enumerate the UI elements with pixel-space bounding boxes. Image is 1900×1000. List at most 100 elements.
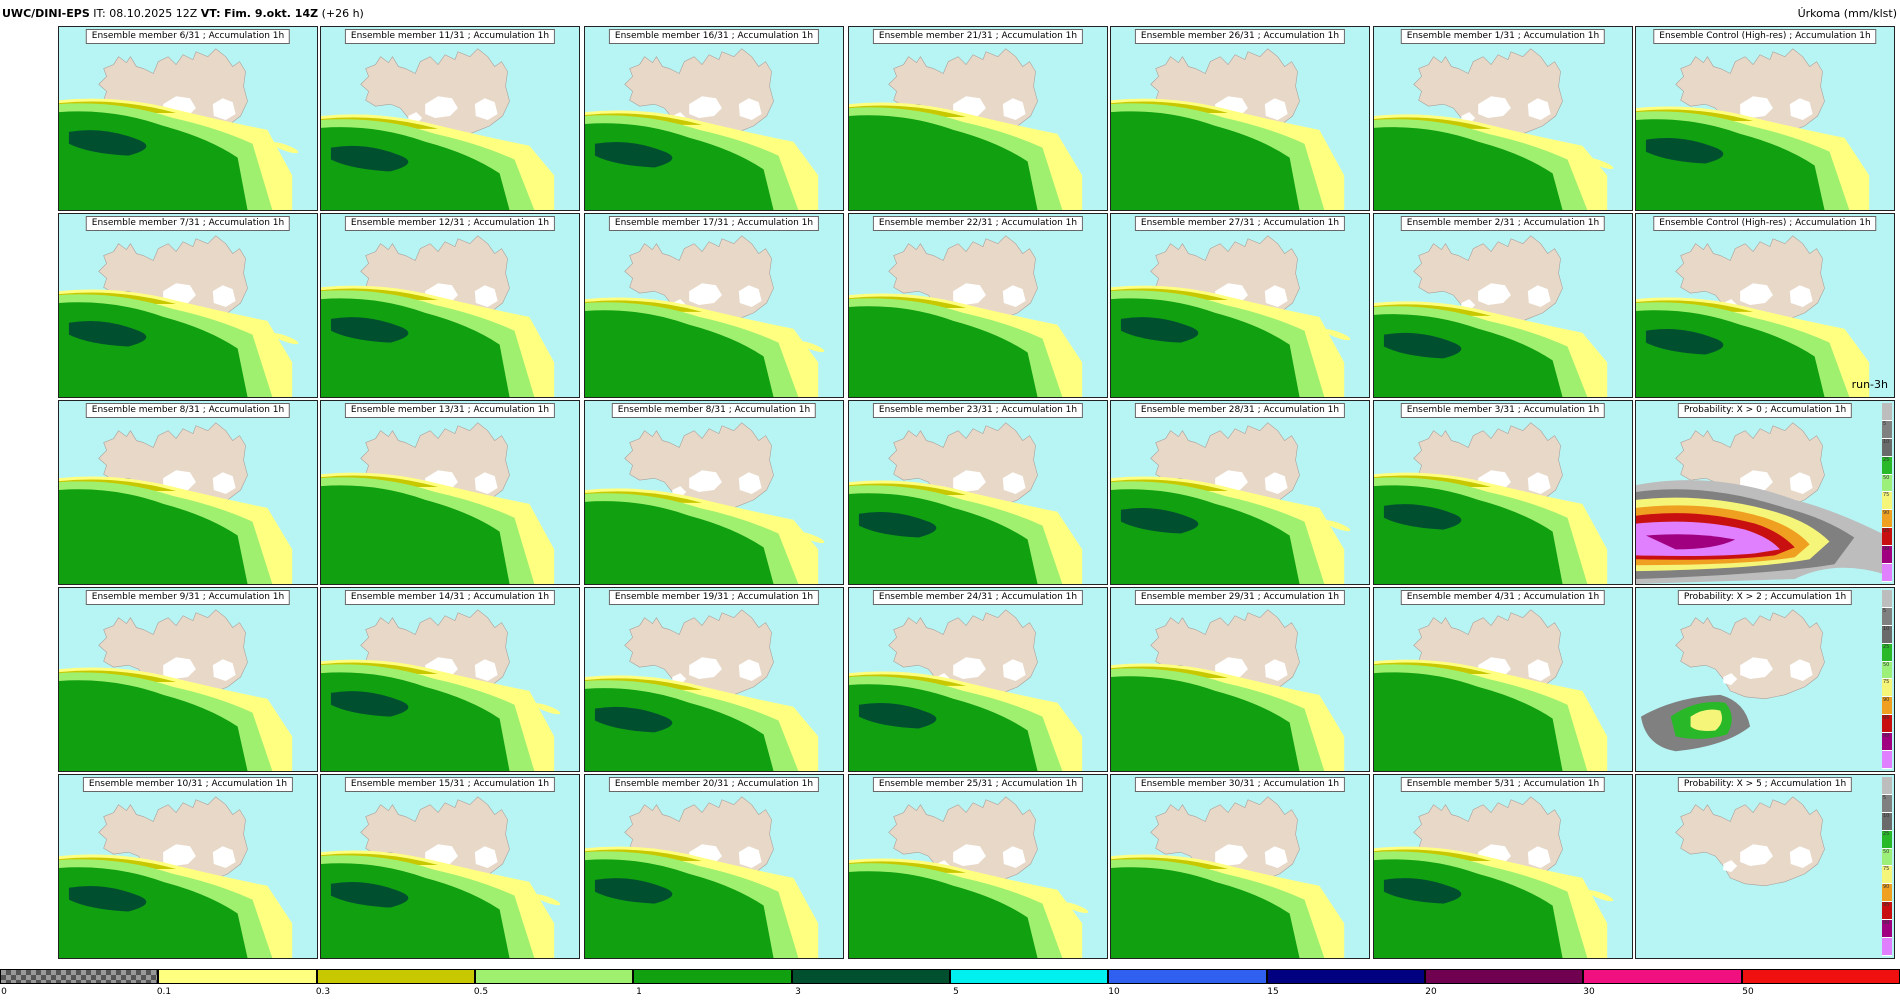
panel-title: Ensemble member 5/31 ; Accumulation 1h xyxy=(1400,777,1606,792)
ensemble-member-map-panel[interactable]: Ensemble member 20/31 ; Accumulation 1h xyxy=(584,774,844,959)
precip-dark-green-area xyxy=(68,885,147,912)
iceland-map xyxy=(1374,27,1632,210)
panel-title: Ensemble member 27/31 ; Accumulation 1h xyxy=(1134,216,1346,231)
probability-legend-swatch: 75 xyxy=(1882,866,1892,885)
probability-legend-label: 25 xyxy=(1883,456,1890,463)
glacier-area xyxy=(1789,472,1813,494)
panel-title: Ensemble member 26/31 ; Accumulation 1h xyxy=(1134,29,1346,44)
ensemble-member-map-panel[interactable]: Ensemble member 22/31 ; Accumulation 1h xyxy=(848,213,1108,398)
ensemble-member-map-panel[interactable]: Ensemble member 24/31 ; Accumulation 1h xyxy=(848,587,1108,772)
iceland-map xyxy=(585,214,843,397)
ensemble-member-map-panel[interactable]: Ensemble member 6/31 ; Accumulation 1h xyxy=(58,26,318,211)
precip-dark-green-area xyxy=(330,882,409,908)
iceland-map xyxy=(1111,775,1369,958)
precip-green-area xyxy=(849,871,1038,958)
ensemble-member-map-panel[interactable]: Ensemble member 12/31 ; Accumulation 1h xyxy=(320,213,580,398)
precip-offshore-streak xyxy=(1062,902,1089,914)
colorbar-swatch xyxy=(474,969,634,984)
precip-dark-green-area xyxy=(1645,137,1724,164)
ensemble-member-map-panel[interactable]: Ensemble Control (High-res) ; Accumulati… xyxy=(1635,26,1895,211)
ensemble-member-map-panel[interactable]: Ensemble member 13/31 ; Accumulation 1h xyxy=(320,400,580,585)
glacier-area xyxy=(1527,98,1551,120)
ensemble-member-map-panel[interactable]: Ensemble member 26/31 ; Accumulation 1h xyxy=(1110,26,1370,211)
panel-title: Probability: X > 2 ; Accumulation 1h xyxy=(1677,590,1853,605)
probability-legend-swatch: 10 xyxy=(1882,625,1892,644)
probability-legend-swatch: 5 xyxy=(1882,794,1892,813)
glacier-area xyxy=(1002,98,1026,120)
probability-legend-label: 75 xyxy=(1883,866,1890,873)
ensemble-member-map-panel[interactable]: Ensemble member 14/31 ; Accumulation 1h xyxy=(320,587,580,772)
ensemble-member-map-panel[interactable]: Ensemble member 5/31 ; Accumulation 1h xyxy=(1373,774,1633,959)
probability-legend-label: 90 xyxy=(1883,510,1890,517)
ensemble-member-map-panel[interactable]: Ensemble member 1/31 ; Accumulation 1h xyxy=(1373,26,1633,211)
iceland-map xyxy=(59,588,317,771)
precip-dark-green-area xyxy=(68,130,147,156)
ensemble-member-map-panel[interactable]: Ensemble member 8/31 ; Accumulation 1h xyxy=(584,400,844,585)
colorbar-swatch xyxy=(158,969,317,984)
ensemble-member-map-panel[interactable]: Ensemble member 29/31 ; Accumulation 1h xyxy=(1110,587,1370,772)
precip-green-area xyxy=(849,306,1038,397)
ensemble-member-map-panel[interactable]: Ensemble member 10/31 ; Accumulation 1h xyxy=(58,774,318,959)
probability-legend-swatch: 10 xyxy=(1882,438,1892,457)
glacier-area xyxy=(1789,846,1813,868)
probability-legend-swatch: 25 xyxy=(1882,456,1892,475)
colorbar-tick-label: 5 xyxy=(953,987,959,997)
precip-offshore-streak xyxy=(1324,329,1351,341)
panel-title: Ensemble member 10/31 ; Accumulation 1h xyxy=(82,777,294,792)
glacier-area xyxy=(689,470,722,493)
map-panel-grid: Ensemble member 6/31 ; Accumulation 1h En… xyxy=(58,26,1895,959)
ensemble-member-map-panel[interactable]: Ensemble member 25/31 ; Accumulation 1h xyxy=(848,774,1108,959)
ensemble-member-map-panel[interactable]: Ensemble member 19/31 ; Accumulation 1h xyxy=(584,587,844,772)
colorbar-tick-label: 50 xyxy=(1742,987,1754,997)
probability-legend-swatch: 5 xyxy=(1882,420,1892,439)
iceland-map xyxy=(1111,214,1369,397)
glacier-area xyxy=(738,472,762,494)
ensemble-member-map-panel[interactable]: Ensemble member 8/31 ; Accumulation 1h xyxy=(58,400,318,585)
ensemble-member-map-panel[interactable]: Ensemble member 3/31 ; Accumulation 1h xyxy=(1373,400,1633,585)
probability-map-panel[interactable]: Probability: X > 0 ; Accumulation 1h 5 10 2… xyxy=(1635,400,1895,585)
panel-title: Ensemble member 29/31 ; Accumulation 1h xyxy=(1134,590,1346,605)
precip-dark-green-area xyxy=(1383,332,1462,359)
probability-legend-swatch: 25 xyxy=(1882,830,1892,849)
ensemble-member-map-panel[interactable]: Ensemble member 15/31 ; Accumulation 1h xyxy=(320,774,580,959)
ensemble-member-map-panel[interactable]: Ensemble member 2/31 ; Accumulation 1h xyxy=(1373,213,1633,398)
ensemble-member-map-panel[interactable]: Ensemble member 11/31 ; Accumulation 1h xyxy=(320,26,580,211)
glacier-area xyxy=(1002,472,1026,494)
colorbar-tick-label: 0.5 xyxy=(473,987,489,997)
glacier-area xyxy=(738,659,762,681)
ensemble-member-map-panel[interactable]: Ensemble member 4/31 ; Accumulation 1h xyxy=(1373,587,1633,772)
probability-legend-label: 25 xyxy=(1883,830,1890,837)
ensemble-member-map-panel[interactable]: Ensemble member 16/31 ; Accumulation 1h xyxy=(584,26,844,211)
precip-dark-green-area xyxy=(1383,504,1462,530)
panel-title: Probability: X > 5 ; Accumulation 1h xyxy=(1677,777,1853,792)
ensemble-member-map-panel[interactable]: Ensemble member 27/31 ; Accumulation 1h xyxy=(1110,213,1370,398)
probability-legend-swatch: 50 xyxy=(1882,474,1892,493)
glacier-area xyxy=(425,96,458,119)
ensemble-member-map-panel[interactable]: Ensemble Control (High-res) ; Accumulati… xyxy=(1635,213,1895,398)
ensemble-member-map-panel[interactable]: Ensemble member 21/31 ; Accumulation 1h xyxy=(848,26,1108,211)
probability-legend-label: 95 xyxy=(1883,715,1890,722)
probability-legend-label: 5 xyxy=(1883,607,1887,614)
ensemble-member-map-panel[interactable]: Ensemble member 7/31 ; Accumulation 1h xyxy=(58,213,318,398)
precip-offshore-streak xyxy=(1587,158,1614,170)
ensemble-member-map-panel[interactable]: Ensemble member 9/31 ; Accumulation 1h xyxy=(58,587,318,772)
glacier-area xyxy=(1002,285,1026,307)
panel-note: run-3h xyxy=(1851,378,1888,391)
iceland-map xyxy=(849,214,1107,397)
probability-map-panel[interactable]: Probability: X > 5 ; Accumulation 1h 5 10 2… xyxy=(1635,774,1895,959)
lead-time: (+26 h) xyxy=(321,7,364,20)
ensemble-member-map-panel[interactable]: Ensemble member 30/31 ; Accumulation 1h xyxy=(1110,774,1370,959)
glacier-area xyxy=(953,657,986,680)
ensemble-member-map-panel[interactable]: Ensemble member 17/31 ; Accumulation 1h xyxy=(584,213,844,398)
precip-dark-green-area xyxy=(858,702,937,729)
colorbar-swatch xyxy=(1108,969,1267,984)
glacier-area xyxy=(1264,285,1288,307)
probability-map-panel[interactable]: Probability: X > 2 ; Accumulation 1h 5 10 2… xyxy=(1635,587,1895,772)
ensemble-member-map-panel[interactable]: Ensemble member 23/31 ; Accumulation 1h xyxy=(848,400,1108,585)
ensemble-member-map-panel[interactable]: Ensemble member 28/31 ; Accumulation 1h xyxy=(1110,400,1370,585)
colorbar-swatch xyxy=(791,969,950,984)
probability-legend-label: 25 xyxy=(1883,643,1890,650)
glacier-area xyxy=(474,98,498,120)
precip-green-area xyxy=(1374,127,1563,210)
iceland-map xyxy=(1636,588,1894,771)
